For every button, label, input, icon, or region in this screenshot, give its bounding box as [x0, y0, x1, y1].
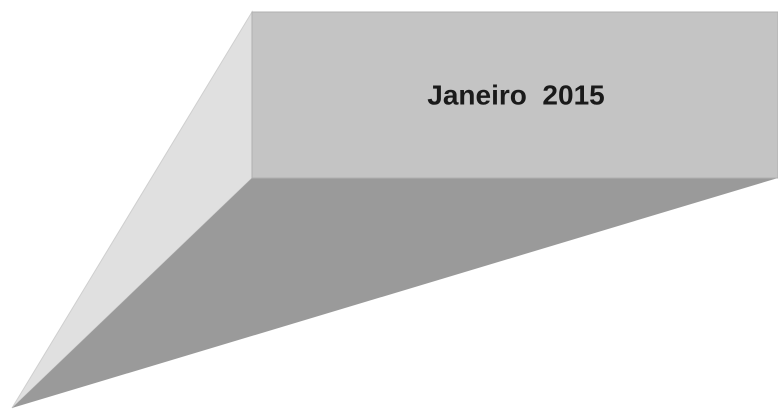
front-face: [251, 11, 778, 179]
banner-title: Janeiro 2015: [427, 79, 604, 110]
bottom-face: [12, 178, 778, 408]
